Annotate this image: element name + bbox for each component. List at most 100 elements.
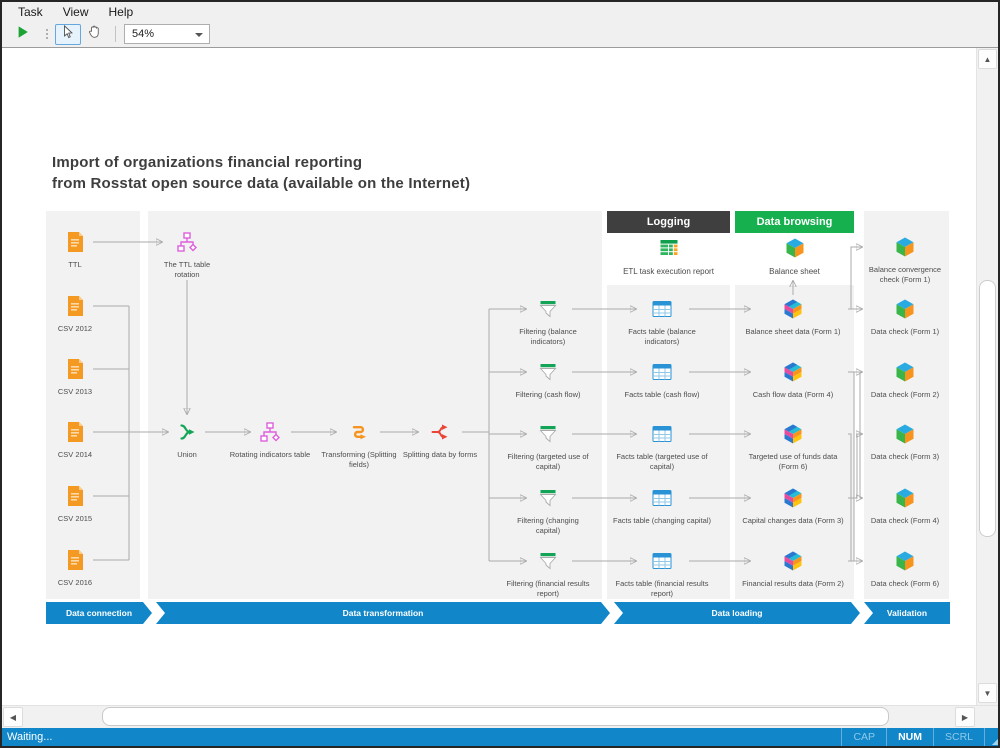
node-filter-balance[interactable]: Filtering (balance indicators) <box>505 297 591 347</box>
node-label: CSV 2013 <box>57 387 93 396</box>
node-data-financial[interactable]: Financial results data (Form 2) <box>738 549 848 589</box>
node-label: Filtering (balance indicators) <box>519 327 577 346</box>
file-icon <box>63 230 87 254</box>
node-filter-financial[interactable]: Filtering (financial results report) <box>505 549 591 599</box>
cube-solid-icon <box>893 360 917 384</box>
zoom-value: 54% <box>132 28 155 40</box>
file-icon <box>63 484 87 508</box>
union-icon <box>175 420 199 444</box>
scrollbar-corner <box>976 706 998 728</box>
zoom-select[interactable]: 54% <box>124 24 210 44</box>
node-balance-convergence[interactable]: Balance convergence check (Form 1) <box>863 235 947 285</box>
node-label: CSV 2016 <box>57 578 93 587</box>
node-union[interactable]: Union <box>152 420 222 460</box>
swimlane-segment: Data transformation <box>156 602 610 624</box>
node-check-form2[interactable]: Data check (Form 2) <box>868 360 942 400</box>
node-filter-cashflow[interactable]: Filtering (cash flow) <box>505 360 591 400</box>
cube-solid-icon[interactable] <box>783 236 807 265</box>
swimlane-segment: Data loading <box>614 602 860 624</box>
file-icon <box>63 548 87 572</box>
cube-multi-icon <box>781 486 805 510</box>
node-label: Facts table (cash flow) <box>624 390 700 399</box>
node-facts-changing[interactable]: Facts table (changing capital) <box>613 486 711 526</box>
node-data-cashflow[interactable]: Cash flow data (Form 4) <box>738 360 848 400</box>
node-label: Filtering (changing capital) <box>517 516 579 535</box>
node-csv-2016[interactable]: CSV 2016 <box>35 548 115 588</box>
node-ttl[interactable]: TTL <box>35 230 115 270</box>
node-data-capital[interactable]: Capital changes data (Form 3) <box>738 486 848 526</box>
node-filter-targeted[interactable]: Filtering (targeted use of capital) <box>505 422 591 472</box>
menu-item[interactable]: View <box>62 4 89 19</box>
status-bar: Waiting... CAP NUM SCRL ◢ <box>2 728 998 746</box>
node-splitting[interactable]: Splitting data by forms <box>402 420 478 460</box>
cube-multi-icon <box>781 360 805 384</box>
node-label: Data check (Form 6) <box>870 579 940 588</box>
status-message: Waiting... <box>7 731 53 743</box>
node-label: Facts table (targeted use of capital) <box>616 452 708 471</box>
diagram-canvas[interactable]: Import of organizations financial report… <box>2 48 976 705</box>
data-browsing-header: Data browsing <box>735 211 854 233</box>
diagram-title: Import of organizations financial report… <box>52 152 470 194</box>
node-csv-2014[interactable]: CSV 2014 <box>35 420 115 460</box>
node-check-form3[interactable]: Data check (Form 3) <box>868 422 942 462</box>
node-label: Data check (Form 3) <box>870 452 940 461</box>
node-csv-2012[interactable]: CSV 2012 <box>35 294 115 334</box>
node-label: Financial results data (Form 2) <box>742 579 844 588</box>
cube-solid-icon <box>893 549 917 573</box>
node-label: Facts table (financial results report) <box>615 579 709 598</box>
report-table-icon[interactable] <box>657 236 681 265</box>
swimlane-label: Data loading <box>711 608 763 618</box>
toolbar-drag-handle <box>42 25 52 43</box>
vertical-scrollbar[interactable]: ▲ ▼ <box>976 48 998 705</box>
table-icon <box>650 360 674 384</box>
node-label: CSV 2012 <box>57 324 93 333</box>
cube-solid-icon <box>893 235 917 259</box>
node-ttl-rotation[interactable]: The TTL table rotation <box>155 230 219 280</box>
diagram-title-line1: Import of organizations financial report… <box>52 154 363 171</box>
node-check-form1[interactable]: Data check (Form 1) <box>868 297 942 337</box>
node-label: Balance convergence check (Form 1) <box>868 265 942 284</box>
node-facts-cashflow[interactable]: Facts table (cash flow) <box>613 360 711 400</box>
funnel-icon <box>536 297 560 321</box>
node-csv-2015[interactable]: CSV 2015 <box>35 484 115 524</box>
cube-multi-icon <box>781 549 805 573</box>
scroll-up-button[interactable]: ▲ <box>978 49 997 69</box>
node-data-targeted[interactable]: Targeted use of funds data (Form 6) <box>738 422 848 472</box>
node-check-form4[interactable]: Data check (Form 4) <box>868 486 942 526</box>
resize-grip[interactable]: ◢ <box>984 728 998 746</box>
node-facts-balance[interactable]: Facts table (balance indicators) <box>613 297 711 347</box>
node-label: Splitting data by forms <box>402 450 478 459</box>
vertical-scroll-thumb[interactable] <box>979 280 996 537</box>
menu-item[interactable]: Task <box>18 4 43 19</box>
menu-item[interactable]: Help <box>108 4 134 19</box>
swimlane-label: Validation <box>886 608 928 618</box>
node-check-form6[interactable]: Data check (Form 6) <box>868 549 942 589</box>
node-label: Cash flow data (Form 4) <box>752 390 834 399</box>
horizontal-scroll-thumb[interactable] <box>102 707 889 726</box>
scroll-right-button[interactable]: ▶ <box>955 707 975 727</box>
node-facts-financial[interactable]: Facts table (financial results report) <box>613 549 711 599</box>
node-label: The TTL table rotation <box>163 260 211 279</box>
file-icon <box>63 357 87 381</box>
logging-panel: Logging ETL task execution report <box>607 211 730 277</box>
funnel-icon <box>536 486 560 510</box>
lane-panel-validation <box>864 211 949 599</box>
node-facts-targeted[interactable]: Facts table (targeted use of capital) <box>613 422 711 472</box>
node-filter-changing[interactable]: Filtering (changing capital) <box>505 486 591 536</box>
scroll-down-button[interactable]: ▼ <box>978 683 997 703</box>
node-data-balance[interactable]: Balance sheet data (Form 1) <box>738 297 848 337</box>
file-icon <box>63 420 87 444</box>
horizontal-scroll-track[interactable] <box>24 706 954 728</box>
pan-tool-button[interactable] <box>81 24 107 45</box>
node-csv-2013[interactable]: CSV 2013 <box>35 357 115 397</box>
status-indicator: NUM <box>886 728 933 746</box>
node-rotating-indicators[interactable]: Rotating indicators table <box>228 420 312 460</box>
run-button[interactable] <box>10 24 36 45</box>
node-label: CSV 2015 <box>57 514 93 523</box>
scroll-left-button[interactable]: ◀ <box>3 707 23 727</box>
node-label: Balance sheet data (Form 1) <box>745 327 841 336</box>
horizontal-scrollbar[interactable]: ◀ ▶ <box>2 705 998 728</box>
select-tool-button[interactable] <box>55 23 81 45</box>
node-transforming[interactable]: Transforming (Splitting fields) <box>317 420 401 470</box>
